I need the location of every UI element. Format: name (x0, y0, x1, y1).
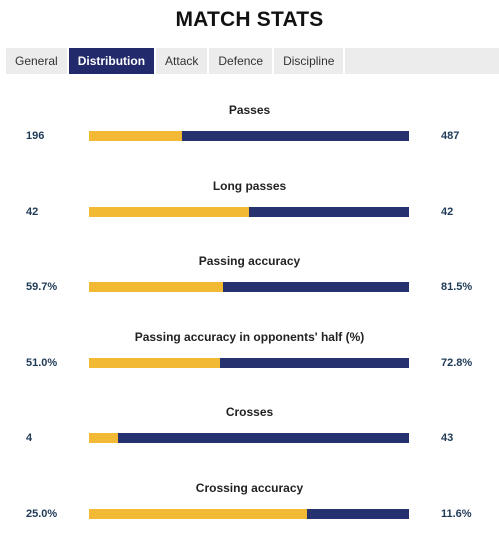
tab-attack[interactable]: Attack (156, 48, 210, 74)
page-title: MATCH STATS (175, 8, 324, 31)
away-bar-segment (181, 131, 409, 141)
home-value: 196 (26, 130, 45, 142)
comparison-bar (89, 207, 409, 217)
home-bar-segment (89, 509, 307, 519)
home-value: 51.0% (26, 357, 58, 369)
away-bar-segment (249, 207, 409, 217)
away-value: 43 (441, 432, 454, 444)
away-bar-segment (117, 433, 409, 443)
home-bar-segment (89, 282, 224, 292)
comparison-bar (89, 131, 409, 141)
home-value: 42 (26, 206, 39, 218)
tab-distribution[interactable]: Distribution (68, 48, 157, 74)
stat-label: Crosses (225, 405, 274, 419)
stat-label: Passing accuracy in opponents' half (%) (134, 330, 365, 344)
stat-crossing-accuracy: Crossing accuracy 25.0% 11.6% (0, 481, 499, 541)
away-value: 81.5% (441, 281, 473, 293)
comparison-bar (89, 509, 409, 519)
stat-label: Crossing accuracy (195, 481, 304, 495)
away-value: 72.8% (441, 357, 473, 369)
stat-label: Passes (228, 103, 271, 117)
home-value: 4 (26, 432, 33, 444)
comparison-bar (89, 282, 409, 292)
home-bar-segment (89, 207, 249, 217)
away-bar-segment (220, 358, 409, 368)
comparison-bar (89, 358, 409, 368)
away-bar-segment (306, 509, 409, 519)
stat-label: Passing accuracy (198, 254, 301, 268)
home-value: 59.7% (26, 281, 58, 293)
away-bar-segment (223, 282, 409, 292)
stat-passes: Passes 196 487 (0, 103, 499, 163)
tab-general[interactable]: General (6, 48, 69, 74)
tab-discipline[interactable]: Discipline (274, 48, 346, 74)
stat-label: Long passes (212, 179, 287, 193)
tab-defence[interactable]: Defence (209, 48, 275, 74)
comparison-bar (89, 433, 409, 443)
away-value: 42 (441, 206, 454, 218)
stat-passing-accuracy-opponents-half: Passing accuracy in opponents' half (%) … (0, 330, 499, 390)
home-bar-segment (89, 433, 118, 443)
away-value: 11.6% (441, 508, 472, 520)
stats-tab-bar: General Distribution Attack Defence Disc… (6, 48, 499, 74)
home-bar-segment (89, 131, 182, 141)
away-value: 487 (441, 130, 460, 142)
stat-passing-accuracy: Passing accuracy 59.7% 81.5% (0, 254, 499, 314)
stat-crosses: Crosses 4 43 (0, 405, 499, 465)
home-bar-segment (89, 358, 221, 368)
stat-long-passes: Long passes 42 42 (0, 179, 499, 239)
home-value: 25.0% (26, 508, 58, 520)
